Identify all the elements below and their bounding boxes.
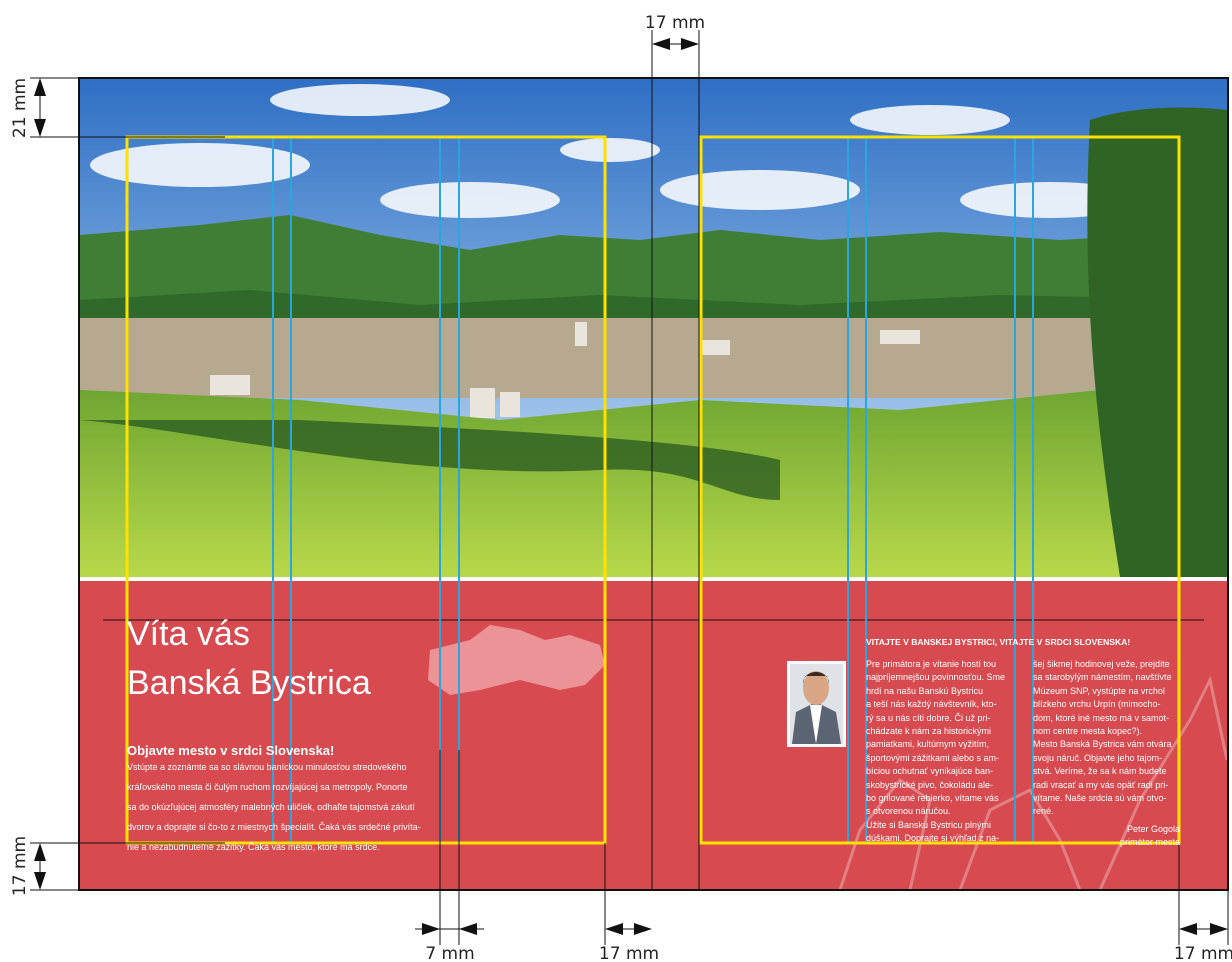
dim-label: 7 mm bbox=[425, 944, 474, 962]
text-line: dúškami. Doprajte si výhľad z na- bbox=[866, 832, 1016, 845]
text-line: rené. bbox=[1033, 805, 1183, 818]
text-line: Mesto Banská Bystrica vám otvára bbox=[1033, 738, 1183, 751]
text-line: Múzeum SNP, vystúpte na vrchol bbox=[1033, 685, 1183, 698]
text-line: šej šikmej hodinovej veže, prejdite bbox=[1033, 658, 1183, 671]
title: Banská Bystrica bbox=[127, 663, 371, 703]
text-line: chádzate k nám za historickými bbox=[866, 725, 1016, 738]
text-line: hrdí na našu Banskú Bystricu bbox=[866, 685, 1016, 698]
text-line: s otvorenou náručou. bbox=[866, 805, 1016, 818]
dim-label: 21 mm bbox=[10, 78, 30, 138]
text-line: rý sa u nás cíti dobre. Či už pri- bbox=[866, 712, 1016, 725]
heading: VITAJTE V BANSKEJ BYSTRICI, VITAJTE V SR… bbox=[866, 636, 1130, 649]
text-line: sa do okúzľujúcej atmosféry malebných ul… bbox=[127, 801, 457, 814]
text-line: bo grilované rebierko, vítame vás bbox=[866, 792, 1016, 805]
text-line: radi vracať a my vás opäť radi pri- bbox=[1033, 779, 1183, 792]
text-line: najpríjemnejšou povinnosťou. Sme bbox=[866, 671, 1016, 684]
text-line: Peter Gogola bbox=[1033, 823, 1180, 836]
text-line: stvá. Veríme, že sa k nám budete bbox=[1033, 765, 1183, 778]
text-line: blízkeho vrchu Urpín (mimocho- bbox=[1033, 698, 1183, 711]
text-line: sa starobylým námestím, navštívte bbox=[1033, 671, 1183, 684]
text-line: dvorov a doprajte si čo-to z miestnych š… bbox=[127, 821, 457, 834]
text-line: svoju náruč. Objavte jeho tajom- bbox=[1033, 752, 1183, 765]
dim-label: 17 mm bbox=[599, 944, 659, 962]
page: 17 mm 21 mm 17 mm 7 mm 17 mm 17 mm Víta … bbox=[0, 0, 1232, 962]
text-line: primátor mesta bbox=[1033, 836, 1180, 849]
dim-label: 17 mm bbox=[1174, 944, 1232, 962]
text-line: nom centre mesta kopec?). bbox=[1033, 725, 1183, 738]
subtitle: Objavte mesto v srdci Slovenska! bbox=[127, 743, 334, 759]
text-line: skobystrické pivo, čokoládu ale- bbox=[866, 779, 1016, 792]
photo bbox=[80, 79, 1227, 581]
text-line: a teší nás každý návštevník, kto- bbox=[866, 698, 1016, 711]
text-line: vítame. Naše srdcia sú vám otvo- bbox=[1033, 792, 1183, 805]
dim-label: 17 mm bbox=[645, 13, 705, 33]
text-line: pamiatkami, kultúrnym vyžitím, bbox=[866, 738, 1016, 751]
title: Víta vás bbox=[127, 614, 250, 654]
text-line: dom, ktoré iné mesto má v samot- bbox=[1033, 712, 1183, 725]
text-line: Vstúpte a zoznámte sa so slávnou banícko… bbox=[127, 761, 457, 774]
dim-label: 17 mm bbox=[10, 836, 30, 896]
text-line: Užite si Banskú Bystricu plnými bbox=[866, 819, 1016, 832]
text-line: kráľovského mesta či čulým ruchom rozvíj… bbox=[127, 781, 457, 794]
text-line: športovými zážitkami alebo s am- bbox=[866, 752, 1016, 765]
portrait bbox=[787, 661, 846, 747]
text-line: bíciou ochutnať vynikajúce ban- bbox=[866, 765, 1016, 778]
text-line: nie a nezabudnuteľné zážitky. Čaká vás m… bbox=[127, 841, 457, 854]
text-line: Pre primátora je vítanie hostí tou bbox=[866, 658, 1016, 671]
